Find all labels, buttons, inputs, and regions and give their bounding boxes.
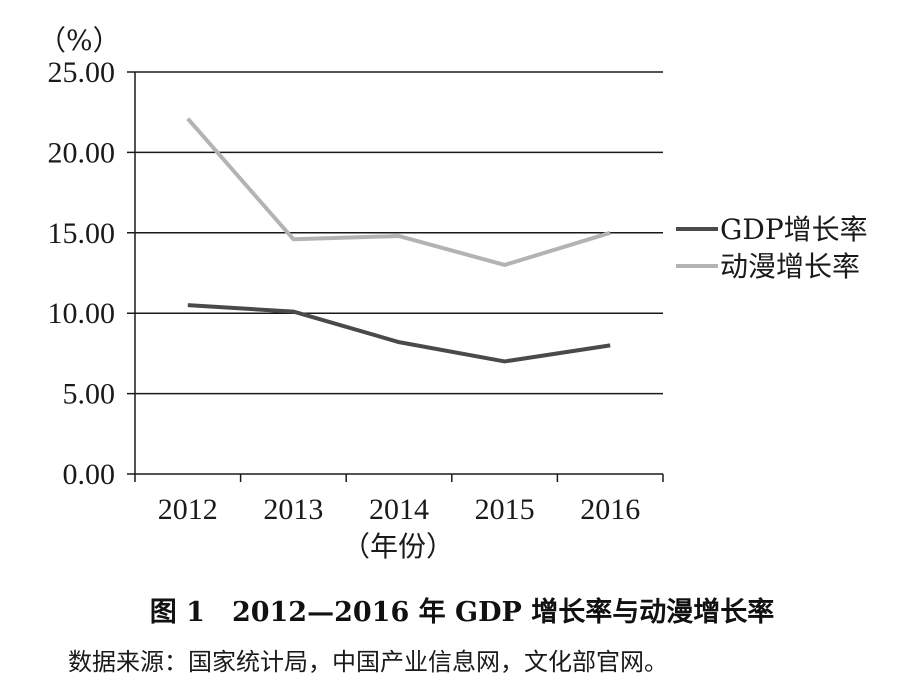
y-axis-unit: （%） xyxy=(38,24,121,57)
data-source-note: 数据来源：国家统计局，中国产业信息网，文化部官网。 xyxy=(68,648,668,676)
x-tick-label: 2013 xyxy=(263,493,323,526)
x-axis-ticks: 2012 2013 2014 2015 2016 xyxy=(134,474,664,526)
y-tick-label: 20.00 xyxy=(48,136,116,169)
x-tick-label: 2015 xyxy=(475,493,535,526)
y-tick-label: 10.00 xyxy=(48,297,116,330)
legend-label: 动漫增长率 xyxy=(720,250,860,283)
gridlines xyxy=(127,71,663,475)
figure-caption: 图 1 2012—2016 年 GDP 增长率与动漫增长率 xyxy=(149,597,775,628)
y-tick-label: 5.00 xyxy=(63,378,116,411)
y-tick-label: 15.00 xyxy=(48,217,116,250)
y-axis-ticks: 0.00 5.00 10.00 15.00 20.00 25.00 xyxy=(48,56,116,491)
legend-label: GDP增长率 xyxy=(720,213,868,246)
x-axis-label: （年份） xyxy=(342,530,454,563)
series-line xyxy=(186,117,611,267)
y-tick-label: 0.00 xyxy=(63,458,116,491)
y-tick-label: 25.00 xyxy=(48,56,116,89)
x-tick-label: 2014 xyxy=(369,493,429,526)
series-lines xyxy=(186,117,611,364)
x-tick-label: 2016 xyxy=(580,493,640,526)
x-tick-label: 2012 xyxy=(158,493,218,526)
series-line xyxy=(187,303,611,364)
